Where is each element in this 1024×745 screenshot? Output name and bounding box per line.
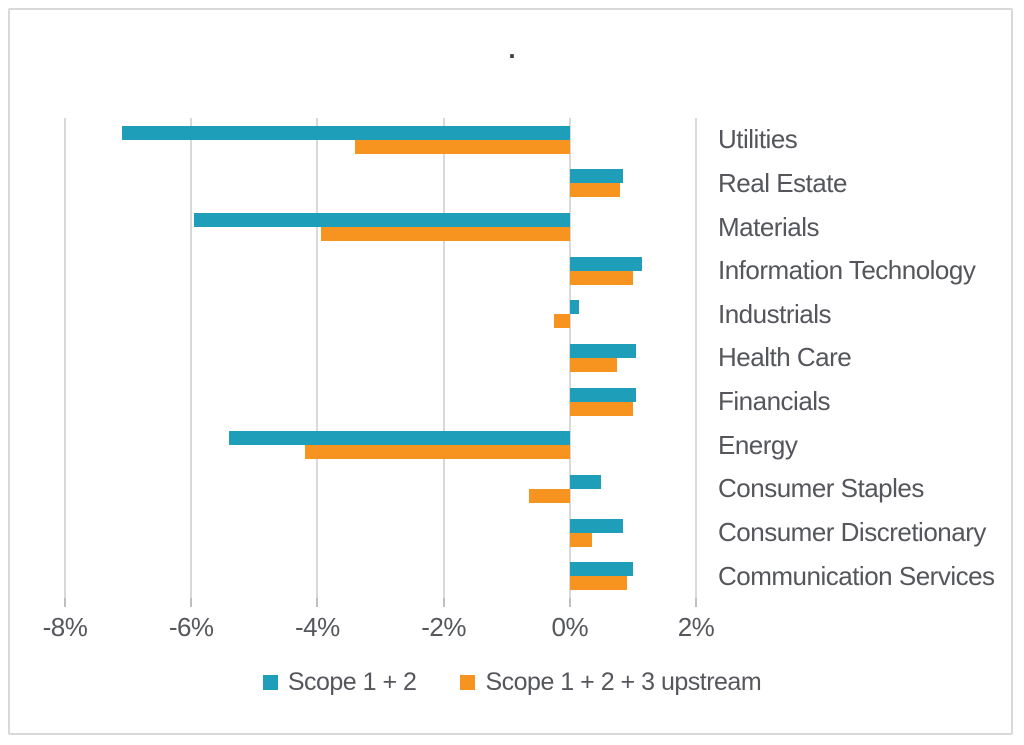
bar-scope-1-2-3-upstream [569, 183, 621, 198]
category-label: Financials [718, 386, 831, 417]
bar-scope-1-2 [121, 125, 570, 140]
bar-scope-1-2-3-upstream [569, 532, 592, 547]
axis-tick [64, 598, 66, 607]
category-label: Utilities [718, 124, 798, 155]
bar-scope-1-2-3-upstream [304, 445, 570, 460]
gridline [64, 118, 66, 598]
bar-scope-1-2-3-upstream [569, 358, 618, 372]
bar-scope-1-2 [569, 344, 637, 358]
legend-swatch-teal-icon [262, 675, 278, 690]
legend-label: Scope 1 + 2 + 3 upstream [485, 668, 762, 696]
category-label: Communication Services [718, 560, 995, 591]
category-label: Consumer Discretionary [718, 517, 986, 548]
bar-scope-1-2 [569, 518, 624, 533]
legend-item-scope-1-2: Scope 1 + 2 [262, 668, 417, 697]
category-label: Health Care [718, 342, 852, 373]
bar-scope-1-2-3-upstream [569, 401, 633, 416]
category-axis: Utilities Real Estate Materials Information… [718, 118, 1018, 598]
bar-scope-1-2 [569, 474, 602, 489]
axis-tick [568, 598, 571, 607]
legend-label: Scope 1 + 2 [287, 668, 417, 696]
category-label: Information Technology [718, 255, 976, 286]
axis-tick [316, 598, 319, 607]
bar-scope-1-2-3-upstream [320, 227, 570, 242]
category-label: Energy [718, 429, 798, 460]
bar-scope-1-2 [569, 300, 580, 315]
chart-legend: Scope 1 + 2 Scope 1 + 2 + 3 upstream [0, 668, 1024, 697]
category-label: Materials [718, 211, 819, 242]
axis-tick [695, 598, 697, 607]
bar-scope-1-2-3-upstream [355, 139, 570, 154]
x-axis-tick-label: 2% [677, 612, 715, 642]
bar-scope-1-2 [194, 213, 570, 228]
gridline [442, 118, 445, 598]
legend-item-scope-1-2-3-upstream: Scope 1 + 2 + 3 upstream [460, 668, 762, 697]
bar-scope-1-2 [569, 562, 633, 577]
axis-tick [190, 598, 193, 607]
bar-scope-1-2 [229, 431, 570, 446]
legend-swatch-orange-icon [460, 675, 476, 690]
x-axis-tick-label: -2% [421, 612, 466, 642]
bar-scope-1-2 [569, 387, 637, 402]
bar-scope-1-2-3-upstream [528, 488, 570, 503]
x-axis-tick-label: -4% [295, 612, 340, 642]
bar-scope-1-2-3-upstream [554, 314, 570, 329]
bar-scope-1-2-3-upstream [569, 270, 633, 285]
x-axis-tick-label: -8% [42, 612, 88, 642]
plot-area: -8% -6% -4% -2% 0% 2% [43, 118, 715, 642]
gridline [190, 118, 193, 598]
x-axis-tick-label: 0% [551, 612, 589, 642]
category-label: Industrials [718, 298, 832, 329]
category-label: Consumer Staples [718, 473, 924, 504]
bar-scope-1-2-3-upstream [569, 576, 627, 591]
chart-title: . [508, 34, 516, 64]
bar-scope-1-2 [569, 256, 643, 271]
gridline [316, 118, 319, 598]
category-label: Real Estate [718, 167, 847, 198]
x-axis-tick-label: -6% [168, 612, 214, 642]
axis-tick [442, 598, 445, 607]
gridline [695, 118, 697, 598]
bar-scope-1-2 [569, 169, 624, 184]
